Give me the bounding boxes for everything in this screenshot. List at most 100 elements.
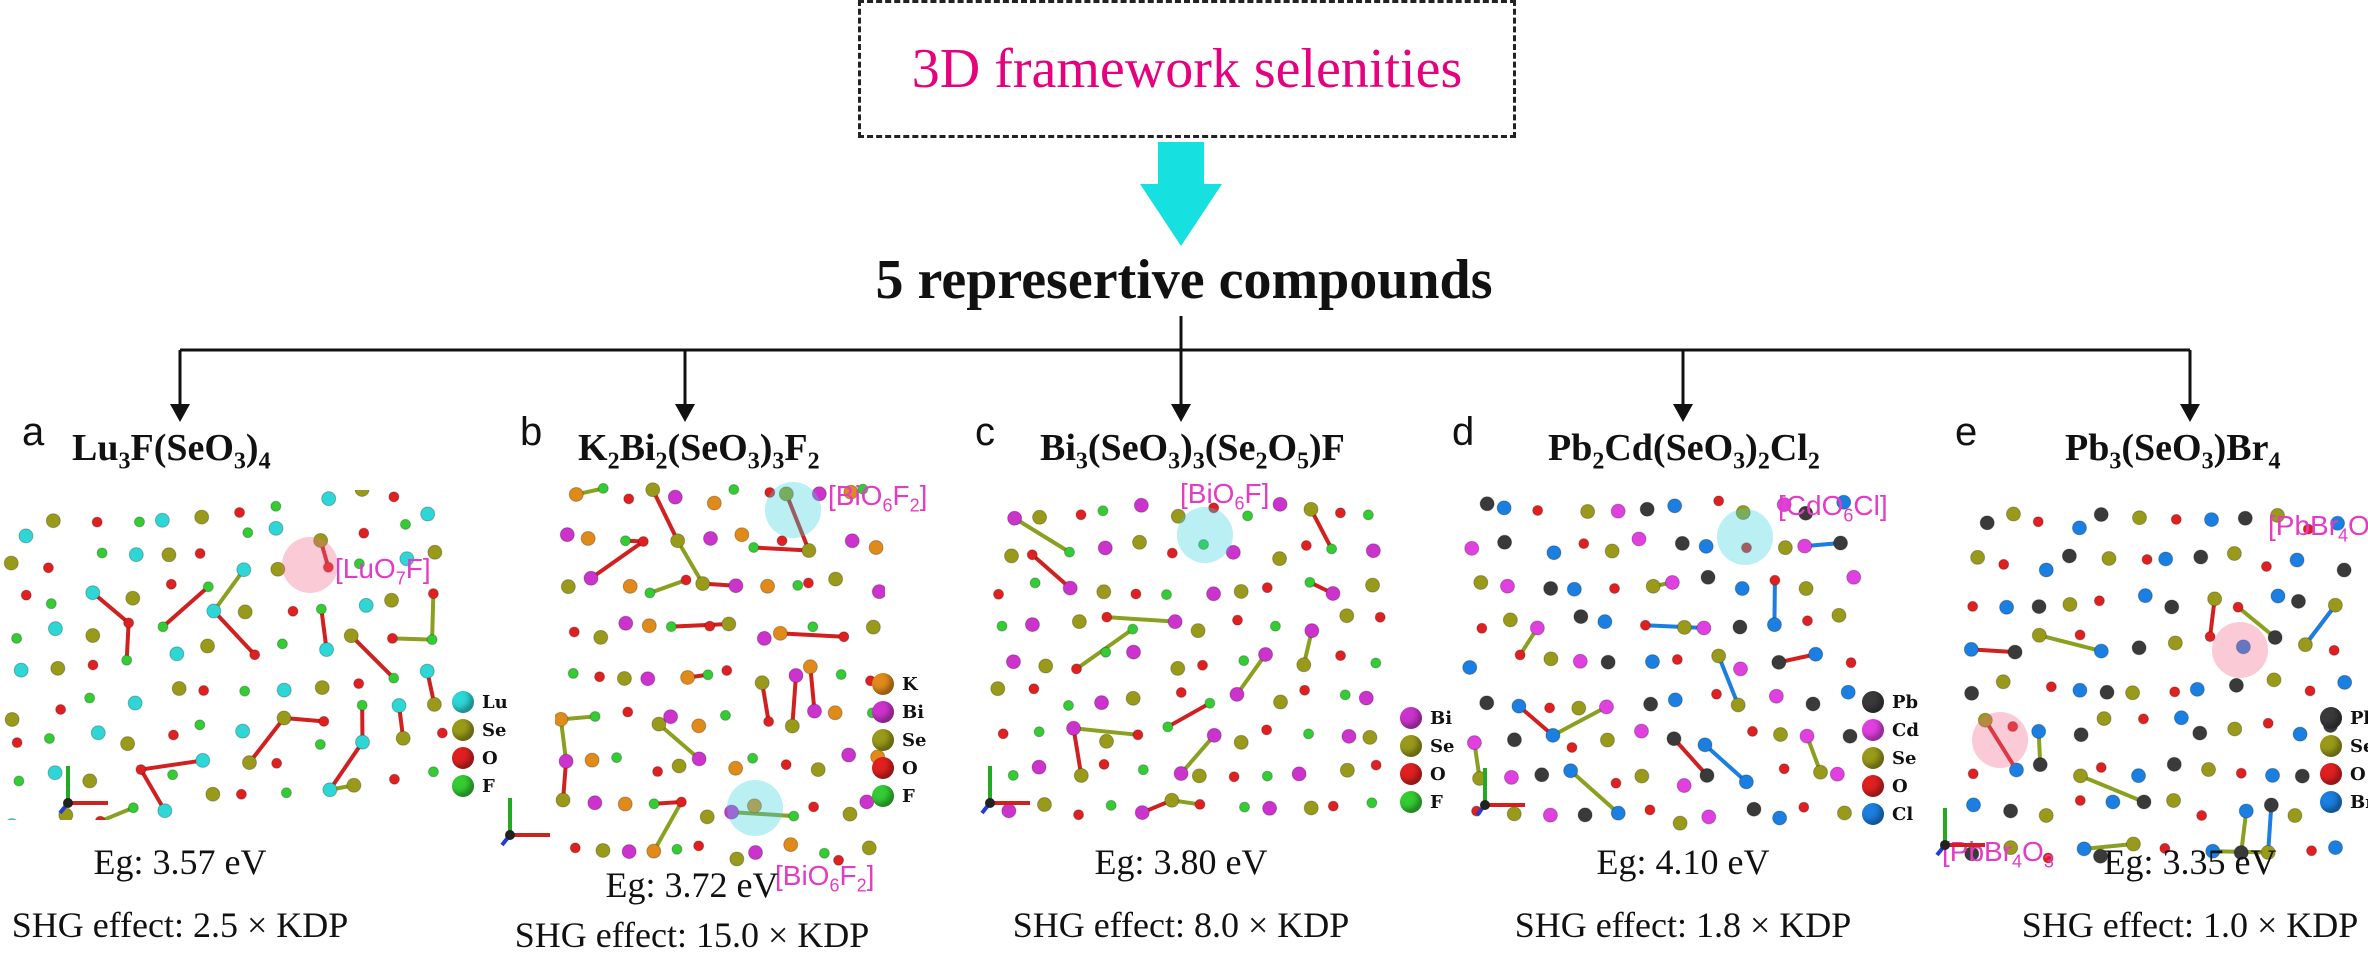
polyhedron-label-part: 4: [2338, 525, 2349, 546]
polyhedron-label-part: 2: [856, 875, 867, 896]
shg-effect-value: SHG effect: 15.0 × KDP: [514, 915, 870, 955]
polyhedron-label-part: ]: [919, 480, 928, 511]
legend-entry: Pb: [2320, 704, 2368, 732]
legend-entry: Br: [2320, 788, 2368, 816]
polyhedron-label-part: 6: [882, 495, 893, 516]
formula-part: Cl: [1769, 427, 1808, 469]
branch-arrowheads: [170, 404, 2200, 422]
formula-part: 3: [1192, 448, 1205, 475]
compound-formula: K2Bi2(SeO3)3F2: [578, 426, 820, 476]
atom-swatch-icon: [2320, 735, 2342, 757]
compound-formula: Bi3(SeO3)3(Se2O5)F: [1040, 426, 1345, 476]
formula-part: Bi: [1040, 427, 1076, 469]
legend-label: O: [482, 747, 498, 769]
formula-part: 3: [2201, 448, 2214, 475]
polyhedron-label-part: 2: [909, 495, 920, 516]
formula-part: Cd(SeO: [1604, 427, 1734, 469]
legend-label: Cd: [1892, 719, 1919, 741]
legend-entry: O: [872, 754, 926, 782]
atom-swatch-icon: [1862, 803, 1884, 825]
crystal-structure-image: [990, 496, 1386, 821]
polyhedron-label-part: O: [2348, 510, 2368, 541]
polyhedron-label-part: F: [892, 480, 910, 511]
legend-entry: Se: [452, 716, 508, 744]
polyhedron-label: [BiO6F2]: [828, 480, 927, 517]
formula-part: 3: [772, 448, 785, 475]
legend-entry: Lu: [452, 688, 508, 716]
polyhedron-label-part: [BiO: [775, 860, 830, 891]
legend-label: O: [1430, 763, 1446, 785]
legend-label: Se: [1892, 747, 1917, 769]
formula-part: 2: [1255, 448, 1268, 475]
formula-part: 3: [747, 448, 760, 475]
polyhedron-label-part: 4: [2012, 851, 2023, 872]
polyhedron-label-part: 3: [2043, 851, 2054, 872]
formula-part: 3: [118, 448, 131, 475]
formula-part: 4: [2268, 448, 2281, 475]
legend-label: Pb: [2350, 707, 2368, 729]
atom-swatch-icon: [2320, 707, 2342, 729]
polyhedron-label-part: 7: [395, 568, 406, 589]
formula-part: ): [1180, 427, 1193, 469]
shg-effect-value: SHG effect: 8.0 × KDP: [1012, 905, 1350, 945]
legend-entry: Se: [1862, 744, 1919, 772]
polyhedron-highlight: [2212, 622, 2268, 678]
formula-part: )F: [1309, 427, 1345, 469]
legend-label: Pb: [1892, 691, 1919, 713]
polyhedron-label-part: [PbBr: [2268, 510, 2339, 541]
formula-part: 5: [1297, 448, 1309, 475]
formula-part: ): [759, 427, 773, 469]
formula-part: (SeO: [1087, 427, 1169, 469]
diagram-subtitle: 5 represertive compounds: [875, 249, 1493, 311]
polyhedron-label-part: F: [839, 860, 857, 891]
polyhedron-label-part: [CdO: [1778, 490, 1844, 521]
polyhedron-label: [BiO6F]: [1180, 478, 1269, 515]
crystal-structure-image: [1963, 506, 2352, 864]
axis-orientation-icon: [500, 798, 550, 847]
polyhedron-label: [BiO6F2]: [775, 860, 874, 897]
legend-entry: Bi: [1400, 704, 1454, 732]
formula-part: 3: [233, 448, 246, 475]
formula-part: K: [578, 427, 608, 469]
atom-swatch-icon: [872, 701, 894, 723]
formula-part: ): [1745, 427, 1758, 469]
polyhedron-label-part: ]: [866, 860, 875, 891]
atom-legend: K Bi Se O F: [872, 670, 926, 810]
diagram-title: 3D framework selenities: [911, 38, 1463, 100]
formula-part: (SeO: [2121, 427, 2202, 469]
formula-part: (Se: [1204, 427, 1256, 469]
axis-orientation-icon: [58, 766, 108, 815]
formula-part: Lu: [72, 427, 119, 469]
legend-entry: Se: [872, 726, 926, 754]
legend-label: K: [902, 673, 918, 695]
band-gap-value: Eg: 3.57 eV: [93, 842, 267, 882]
polyhedron-label-part: Cl]: [1853, 490, 1888, 521]
legend-entry: F: [1400, 788, 1454, 816]
formula-part: Bi: [619, 427, 656, 469]
compound-formula: Pb2Cd(SeO3)2Cl2: [1548, 426, 1820, 476]
formula-part: 2: [807, 448, 820, 475]
band-gap-value: Eg: 4.10 eV: [1596, 842, 1770, 882]
legend-entry: O: [1400, 760, 1454, 788]
down-arrow-icon: [1140, 142, 1222, 246]
polyhedron-highlight: [1972, 712, 2028, 768]
legend-label: Cl: [1892, 803, 1914, 825]
axis-orientation-icon: [1935, 808, 1985, 857]
shg-effect-value: SHG effect: 2.5 × KDP: [11, 905, 349, 945]
polyhedron-label-part: 6: [1843, 505, 1854, 526]
polyhedron-highlight: [1717, 509, 1773, 565]
atom-swatch-icon: [872, 673, 894, 695]
formula-part: 3: [1168, 448, 1181, 475]
legend-entry: F: [872, 782, 926, 810]
polyhedron-label: [LuO7F]: [335, 553, 431, 590]
legend-label: Se: [482, 719, 507, 741]
atom-swatch-icon: [1862, 691, 1884, 713]
legend-entry: Se: [2320, 732, 2368, 760]
formula-part: 3: [2109, 448, 2122, 475]
atom-swatch-icon: [1862, 747, 1884, 769]
formula-part: 3: [1075, 448, 1088, 475]
compound-formula: Lu3F(SeO3)4: [72, 426, 271, 476]
formula-part: F(SeO: [130, 427, 234, 469]
formula-part: Pb: [1548, 427, 1593, 469]
atom-swatch-icon: [1400, 735, 1422, 757]
